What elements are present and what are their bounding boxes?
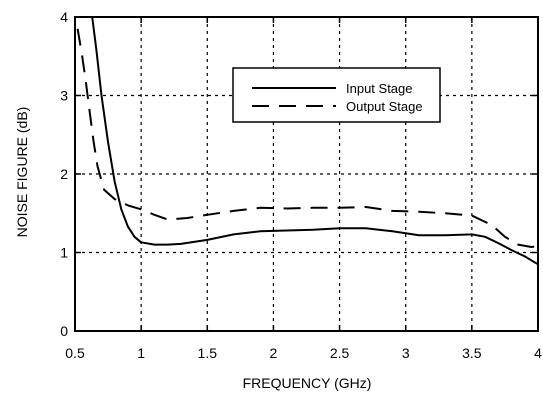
- x-tick-label: 2: [270, 345, 278, 361]
- legend: Input Stage Output Stage: [232, 67, 441, 123]
- grid-lines: [75, 17, 538, 331]
- x-tick-label: 4: [534, 345, 542, 361]
- axis-ticks: 0.5 1 1.5 2 2.5 3 3.5 4 0 1 2 3 4: [60, 9, 542, 361]
- y-tick-label: 1: [60, 245, 68, 261]
- y-axis-label: NOISE FIGURE (dB): [14, 107, 30, 238]
- x-tick-label: 1: [137, 345, 145, 361]
- legend-label-input-stage: Input Stage: [346, 81, 413, 96]
- series-line-output-stage: [76, 28, 539, 248]
- y-tick-label: 0: [60, 323, 68, 339]
- x-tick-label: 2.5: [330, 345, 350, 361]
- y-tick-label: 4: [60, 9, 68, 25]
- y-tick-label: 2: [60, 166, 68, 182]
- legend-box: [232, 67, 441, 123]
- x-tick-label: 3.5: [462, 345, 482, 361]
- x-tick-label: 1.5: [198, 345, 218, 361]
- x-tick-label: 3: [402, 345, 410, 361]
- x-axis-label: FREQUENCY (GHz): [243, 375, 372, 391]
- series-lines: [76, 16, 539, 266]
- y-tick-label: 3: [60, 88, 68, 104]
- x-tick-label: 0.5: [65, 345, 85, 361]
- series-line-input-stage: [91, 16, 539, 266]
- legend-label-output-stage: Output Stage: [346, 99, 423, 114]
